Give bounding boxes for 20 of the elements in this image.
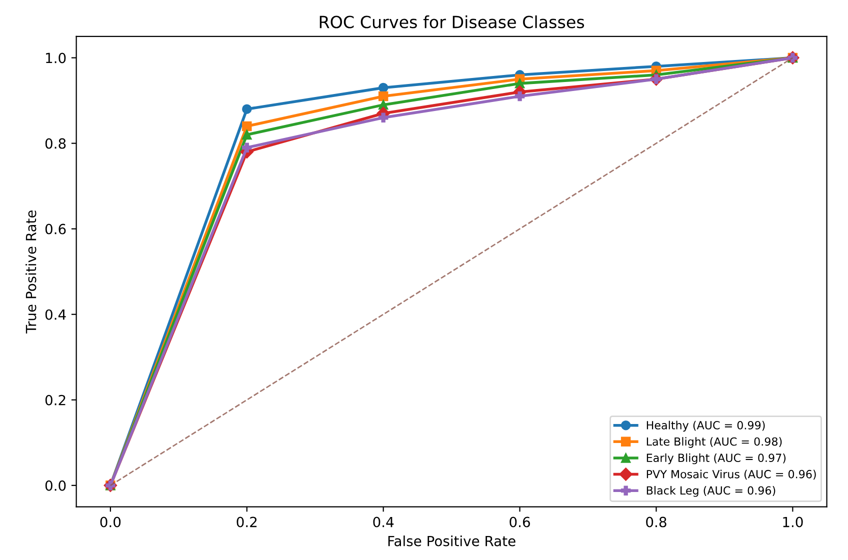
legend-label: Late Blight (AUC = 0.98): [646, 437, 782, 448]
y-tick-label: 1.0: [46, 52, 66, 64]
legend-label: Healthy (AUC = 0.99): [646, 420, 765, 432]
y-tick-label: 0.6: [45, 224, 66, 234]
y-tick-label: 0.4: [45, 309, 66, 320]
x-tick-label: 0.2: [236, 516, 257, 528]
y-tick-label: 0.2: [45, 394, 66, 406]
x-tick-label: 0.6: [510, 516, 530, 528]
x-axis-title: False Positive Rate: [388, 536, 516, 546]
y-axis-title: True Positive Rate: [26, 210, 36, 334]
legend-label: PVY Mosaic Virus (AUC = 0.96): [646, 470, 816, 480]
x-tick-label: 0.8: [646, 516, 666, 528]
x-tick-label: 0.4: [373, 516, 394, 528]
y-tick-label: 0.8: [45, 138, 66, 149]
chart-title: ROC Curves for Disease Classes: [320, 15, 584, 28]
y-tick-label: 0.0: [45, 480, 66, 491]
x-tick-label: 1.0: [783, 516, 803, 528]
legend-label: Black Leg (AUC = 0.96): [646, 486, 776, 497]
legend-label: Early Blight (AUC = 0.97): [646, 453, 786, 464]
x-tick-label: 0.0: [100, 516, 121, 528]
